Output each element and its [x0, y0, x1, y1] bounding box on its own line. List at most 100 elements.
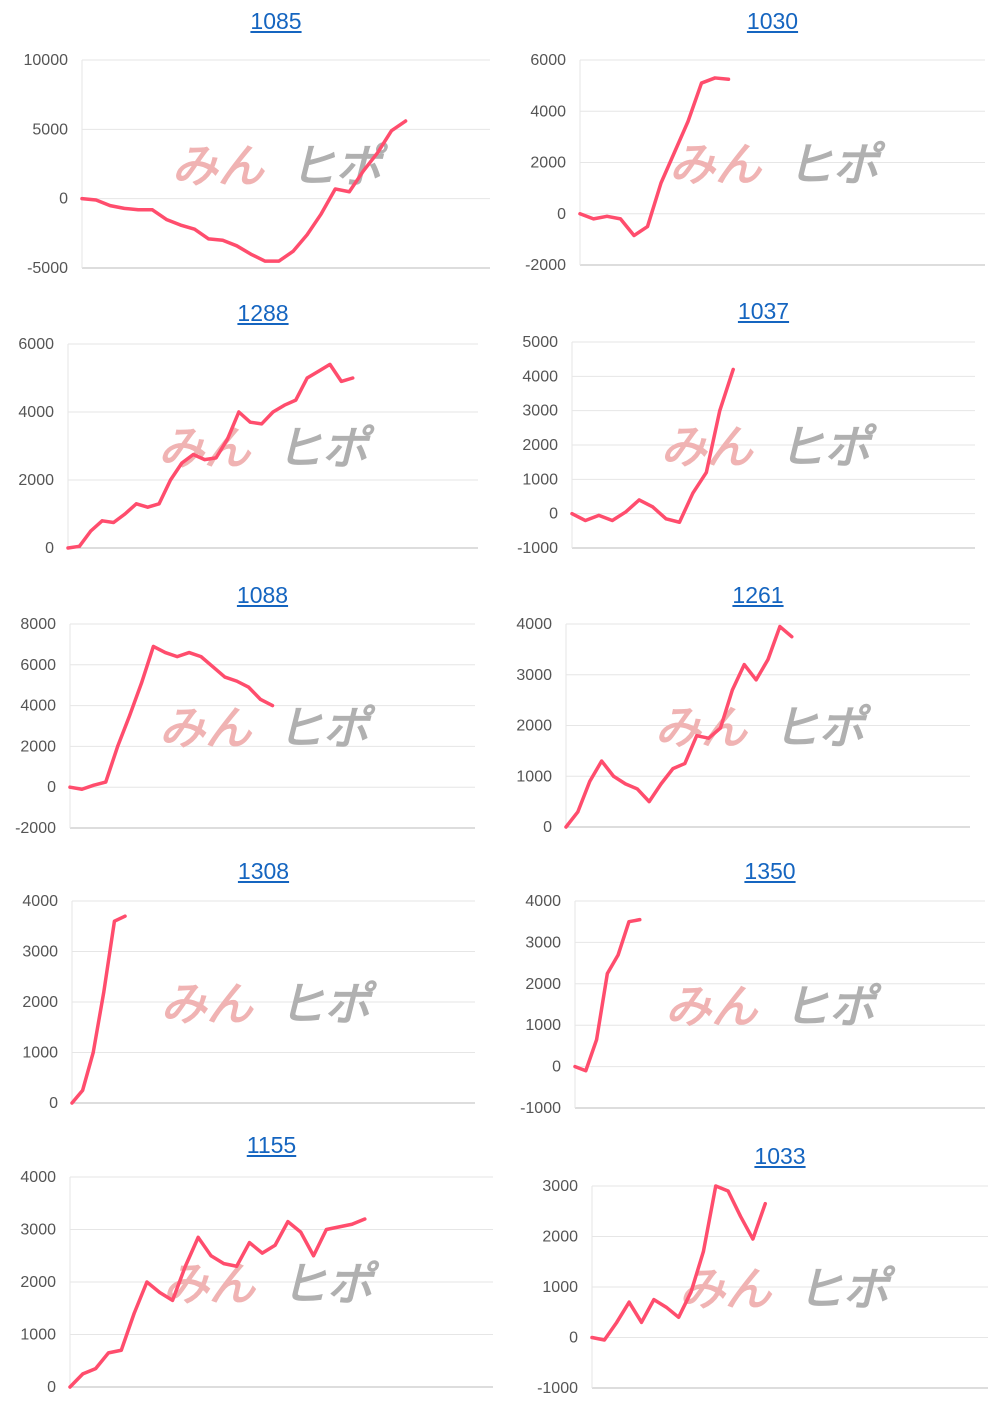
data-point — [375, 151, 379, 155]
y-tick-label: 2000 — [542, 1229, 578, 1246]
data-point — [646, 225, 649, 229]
y-tick-label: -1000 — [520, 1100, 561, 1117]
data-point — [659, 782, 663, 786]
watermark-logo-part2: ヒポ — [290, 139, 389, 193]
chart-title-link[interactable]: 1085 — [250, 8, 302, 34]
data-point — [291, 249, 295, 253]
data-point — [112, 521, 116, 524]
data-point — [677, 1315, 681, 1319]
data-point — [91, 1051, 95, 1054]
data-point — [183, 1264, 187, 1268]
data-point — [578, 212, 582, 216]
data-point — [203, 458, 207, 462]
chart-plot: 6000 4000 2000 0 -2000 みん ヒポ — [525, 52, 985, 274]
y-tick-label: 0 — [569, 1330, 578, 1347]
chart-title-link[interactable]: 1033 — [754, 1143, 806, 1169]
data-point — [615, 1320, 619, 1324]
data-point — [390, 129, 394, 133]
chart-panel: 1030 6000 4000 2000 0 -2000 みん ヒポ — [500, 8, 1000, 278]
data-point — [66, 546, 70, 550]
y-tick-label: 4000 — [530, 103, 566, 120]
chart-panel: 1088 8000 6000 4000 2000 0 -2000 みん ヒポ — [0, 582, 480, 842]
watermark-logo-part1: みん — [665, 980, 759, 1034]
data-point — [263, 259, 267, 263]
data-point — [260, 422, 264, 426]
chart-title-link[interactable]: 1308 — [237, 858, 290, 884]
data-point — [235, 244, 239, 248]
watermark-logo-part1: みん — [669, 138, 763, 192]
chart-plot: 10000 5000 0 -5000 みん ヒポ — [24, 52, 490, 277]
data-point — [225, 437, 229, 441]
data-point — [677, 520, 681, 524]
data-point — [271, 704, 274, 708]
chart-title-link[interactable]: 1261 — [732, 582, 784, 608]
data-point — [158, 1291, 162, 1294]
y-tick-label: 0 — [47, 1379, 56, 1396]
data-point — [163, 651, 167, 655]
data-point — [664, 517, 668, 521]
data-point — [588, 779, 592, 783]
chart-title-link[interactable]: 1288 — [237, 300, 289, 326]
data-point — [68, 785, 72, 789]
data-point — [576, 810, 580, 814]
y-tick-label: 8000 — [20, 616, 56, 633]
data-point — [619, 217, 622, 221]
data-point — [623, 782, 627, 786]
chart-title-link[interactable]: 1037 — [737, 298, 790, 324]
y-tick-label: 1000 — [22, 1045, 58, 1062]
data-point — [337, 1225, 341, 1229]
data-point — [196, 1235, 200, 1239]
data-point — [123, 914, 127, 918]
y-tick-label: 2000 — [530, 155, 566, 172]
data-point — [664, 1305, 668, 1309]
data-point — [223, 675, 227, 679]
data-point — [211, 665, 215, 669]
data-point — [259, 697, 263, 701]
data-point — [294, 398, 298, 402]
data-point — [104, 780, 108, 784]
data-point — [659, 181, 663, 185]
data-point — [102, 990, 106, 994]
y-tick-label: 2000 — [20, 1274, 56, 1291]
y-tick-label: 4000 — [525, 893, 561, 910]
data-point — [597, 513, 601, 517]
chart-title-link[interactable]: 1350 — [744, 858, 796, 884]
chart-panel: 1033 3000 2000 1000 0 -1000 みん ヒポ — [500, 1143, 990, 1410]
data-point — [635, 787, 639, 791]
data-point — [77, 544, 81, 548]
data-point — [686, 120, 690, 123]
data-point — [273, 1243, 277, 1247]
data-point — [81, 1372, 85, 1376]
series-line — [66, 362, 355, 550]
data-point — [689, 1290, 693, 1294]
series-line — [68, 644, 275, 791]
data-point — [94, 1367, 98, 1371]
data-point — [616, 953, 620, 957]
data-point — [351, 376, 355, 380]
data-point — [247, 1241, 251, 1245]
data-point — [605, 214, 609, 218]
data-point — [339, 379, 343, 383]
watermark-logo-part1: みん — [679, 1262, 773, 1316]
data-point — [766, 658, 770, 662]
data-point — [80, 197, 84, 201]
data-point — [627, 1300, 631, 1304]
data-point — [718, 409, 722, 413]
data-point — [81, 1088, 85, 1092]
watermark-logo-part1: みん — [158, 421, 252, 475]
data-point — [727, 77, 730, 81]
data-point — [695, 734, 699, 738]
chart-title-link[interactable]: 1030 — [746, 8, 799, 34]
chart-title-link[interactable]: 1155 — [246, 1132, 297, 1158]
y-tick-label: 2000 — [522, 437, 558, 454]
data-point — [726, 1189, 730, 1193]
data-point — [590, 1336, 594, 1339]
chart-panel: 1308 4000 3000 2000 1000 0 みん ヒポ — [0, 858, 480, 1123]
data-point — [237, 410, 241, 414]
chart-title-link[interactable]: 1088 — [236, 582, 289, 608]
watermark-logo-part2: ヒポ — [276, 421, 375, 475]
y-tick-label: 2000 — [22, 994, 58, 1011]
data-point — [701, 1250, 705, 1254]
